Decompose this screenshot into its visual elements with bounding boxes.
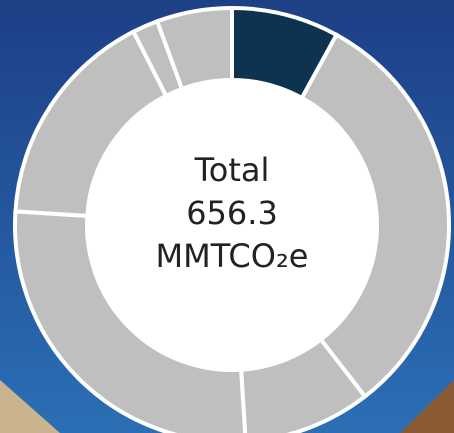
chart: Total 656.3 MMTCO₂e	[0, 0, 454, 433]
center-text: MMTCO₂e	[156, 237, 309, 275]
center-text: Total	[194, 151, 270, 189]
page: Total656.3MMTCO₂e (() => { const data = …	[0, 0, 454, 433]
center-text: 656.3	[186, 194, 278, 232]
